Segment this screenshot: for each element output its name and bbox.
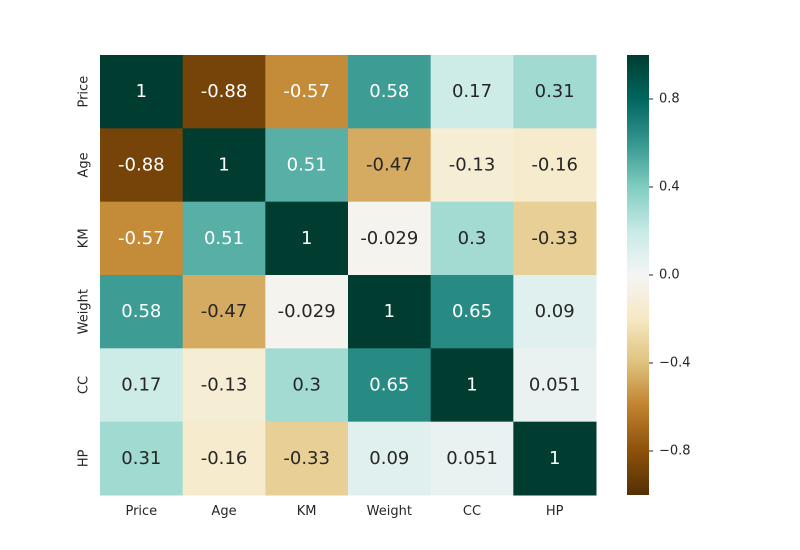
heatmap-cell [265,275,349,349]
x-tick-label: KM [297,504,317,519]
cell-value-label: -0.88 [201,81,248,102]
heatmap-cell [513,128,597,203]
cell-value-label: -0.13 [449,155,496,176]
heatmap-cell [430,348,514,423]
heatmap-cell [100,128,184,203]
cell-value-label: -0.47 [366,155,413,176]
heatmap-cell [348,421,432,496]
heatmap-cell [265,55,349,129]
colorbar-tick-label: 0.4 [659,180,680,195]
cell-value-label: -0.16 [201,448,248,469]
cell-value-label: 1 [218,155,229,176]
cell-value-label: 0.58 [121,301,161,322]
x-tick-labels: Price Age KM Weight CC HP [125,504,563,519]
heatmap-cell [513,421,597,496]
y-tick-labels: Price Age KM Weight CC HP [77,76,92,467]
cell-value-label: -0.33 [283,448,330,469]
colorbar-gradient [627,55,649,495]
heatmap-cell [100,275,184,349]
heatmap-cell [182,275,266,349]
heatmap-cell [513,201,597,276]
cell-value-label: -0.88 [118,155,165,176]
cell-value-label: 0.17 [121,375,161,396]
cell-value-label: 0.051 [446,448,498,469]
cell-value-label: -0.13 [201,375,248,396]
heatmap-cell [430,421,514,496]
heatmap-cell [265,421,349,496]
heatmap-cell [100,421,184,496]
cell-value-label: -0.029 [360,228,418,249]
heatmap-cell [265,348,349,423]
cell-value-label: 0.51 [204,228,244,249]
cell-value-label: 0.09 [369,448,409,469]
cell-value-label: 1 [301,228,312,249]
cell-value-label: -0.33 [531,228,578,249]
x-tick-label: Price [125,504,157,519]
heatmap-cell [100,55,184,129]
cell-value-label: -0.57 [283,81,330,102]
x-tick-label: Age [211,504,236,519]
y-tick-label: Price [77,76,92,108]
heatmap-cell [430,201,514,276]
heatmap-cell [265,201,349,276]
heatmap-cell [348,275,432,349]
colorbar-ticks: 0.8 0.4 0.0 −0.4 −0.8 [649,92,691,459]
cell-value-label: 1 [549,448,560,469]
heatmap-cell [513,55,597,129]
cell-value-label: 0.051 [529,375,581,396]
heatmap-cell [430,55,514,129]
cell-value-label: 0.51 [287,155,327,176]
x-tick-label: Weight [367,504,412,519]
cell-value-label: 1 [466,375,477,396]
heatmap-cell [100,201,184,276]
y-tick-label: Weight [77,289,92,334]
x-tick-label: CC [463,504,481,519]
y-tick-label: HP [77,449,92,467]
heatmap-cell [182,128,266,203]
heatmap-cell [430,275,514,349]
heatmap-cell [513,275,597,349]
cell-value-label: 0.3 [458,228,487,249]
heatmap-cell [182,348,266,423]
heatmap-cells: 1 -0.88 -0.57 0.58 0.17 0.31-0.88 1 0.51 -0.47 -0… [100,55,597,496]
cell-value-label: 0.31 [121,448,161,469]
heatmap-cell [100,348,184,423]
cell-value-label: 0.09 [535,301,575,322]
heatmap-cell [348,128,432,203]
cell-value-label: 1 [384,301,395,322]
cell-value-label: 0.58 [369,81,409,102]
cell-value-label: -0.47 [201,301,248,322]
colorbar-tick-label: −0.8 [659,444,691,459]
heatmap-cell [348,55,432,129]
cell-value-label: -0.57 [118,228,165,249]
heatmap-cell [182,55,266,129]
x-tick-label: HP [546,504,564,519]
heatmap-cell [430,128,514,203]
cell-value-label: 1 [136,81,147,102]
cell-value-label: -0.16 [531,155,578,176]
cell-value-label: 0.65 [452,301,492,322]
colorbar-tick-label: 0.0 [659,268,680,283]
cell-value-label: 0.17 [452,81,492,102]
cell-value-label: -0.029 [278,301,336,322]
y-tick-label: CC [77,376,92,394]
heatmap-cell [182,201,266,276]
heatmap-cell [182,421,266,496]
colorbar-tick-label: 0.8 [659,92,680,107]
heatmap-cell [348,201,432,276]
heatmap-cell [513,348,597,423]
y-tick-label: Age [77,152,92,177]
heatmap-cell [265,128,349,203]
colorbar [627,55,649,495]
cell-value-label: 0.31 [535,81,575,102]
y-tick-label: KM [77,228,92,248]
cell-value-label: 0.65 [369,375,409,396]
heatmap-cell [348,348,432,423]
colorbar-tick-label: −0.4 [659,356,691,371]
cell-value-label: 0.3 [292,375,321,396]
